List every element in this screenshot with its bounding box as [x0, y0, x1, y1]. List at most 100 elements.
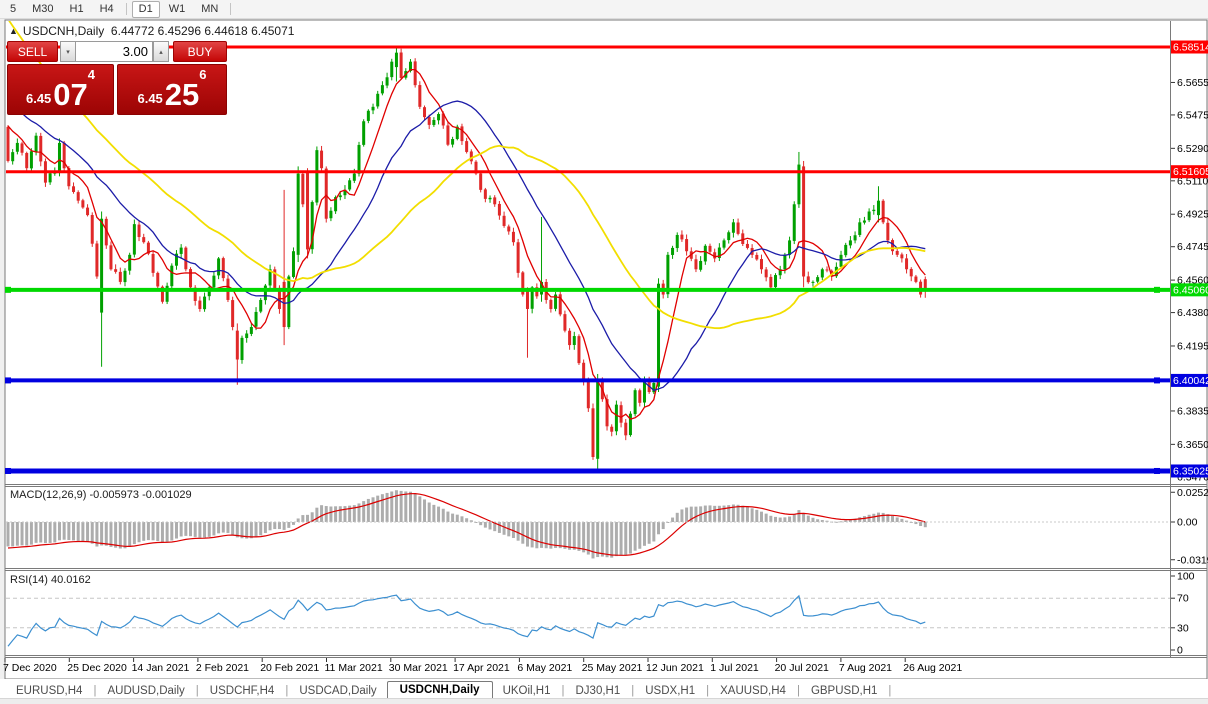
timeframe-w1[interactable]: W1	[168, 2, 186, 15]
macd-histogram-bar	[694, 506, 698, 522]
candle	[437, 114, 441, 121]
sell-price-display[interactable]: 6.45 07 4	[7, 64, 114, 115]
tab-gbpusd-h1[interactable]: GBPUSD,H1	[810, 684, 878, 697]
timeframe-h1[interactable]: H1	[69, 2, 84, 15]
tab-ukoil-h1[interactable]: UKOil,H1	[502, 684, 551, 697]
macd-histogram-bar	[563, 522, 567, 549]
macd-histogram-bar	[811, 517, 815, 522]
candle	[493, 197, 497, 205]
candle	[81, 200, 85, 208]
macd-histogram-bar	[366, 498, 370, 522]
macd-histogram-bar	[20, 522, 24, 546]
macd-histogram-bar	[376, 495, 380, 522]
candle	[263, 285, 267, 301]
candle	[507, 226, 511, 232]
macd-histogram-bar	[797, 510, 801, 522]
macd-histogram-bar	[540, 522, 544, 548]
timeframe-m30[interactable]: M30	[32, 2, 54, 15]
candle	[699, 260, 703, 270]
candle	[572, 336, 576, 345]
candle	[460, 126, 464, 142]
line-handle[interactable]	[1154, 467, 1160, 474]
candle	[624, 422, 628, 436]
candle	[516, 242, 520, 273]
sell-price-pips: 07	[53, 77, 88, 112]
volume-input[interactable]	[75, 41, 153, 62]
volume-increase-button[interactable]: ▴	[153, 41, 169, 62]
price-tick-label: 6.43800	[1177, 307, 1208, 319]
macd-histogram-bar	[151, 522, 155, 541]
macd-histogram-bar	[610, 522, 614, 558]
buy-button[interactable]: BUY	[173, 41, 227, 62]
volume-decrease-button[interactable]: ▾	[60, 41, 76, 62]
line-handle[interactable]	[1154, 286, 1160, 293]
macd-histogram-bar	[919, 522, 923, 527]
chevron-down-icon: ▾	[66, 48, 70, 56]
timeframe-5[interactable]: 5	[10, 2, 17, 15]
candle	[296, 173, 300, 255]
toolbar-separator	[230, 3, 232, 15]
candle	[249, 327, 253, 334]
macd-histogram-bar	[156, 522, 160, 542]
candle	[156, 272, 160, 287]
candle	[820, 269, 824, 278]
tab-usdcad-daily[interactable]: USDCAD,Daily	[299, 684, 377, 697]
collapse-panel-icon[interactable]: ▲	[9, 25, 18, 36]
timeframe-h4[interactable]: H4	[99, 2, 114, 15]
timeframe-d1[interactable]: D1	[131, 0, 160, 18]
tab-usdcnh-daily[interactable]: USDCNH,Daily	[386, 680, 493, 699]
candle	[446, 125, 450, 145]
candle	[797, 164, 801, 205]
candle	[469, 151, 473, 162]
candle	[48, 173, 52, 183]
candle	[282, 281, 286, 328]
macd-histogram-bar	[493, 522, 497, 532]
tab-separator: |	[93, 684, 97, 697]
price-level-badge	[1171, 165, 1208, 179]
macd-histogram-bar	[755, 509, 759, 522]
line-handle[interactable]	[1154, 377, 1160, 384]
candle	[291, 251, 295, 277]
macd-histogram-bar	[90, 522, 94, 544]
tab-audusd-daily[interactable]: AUDUSD,Daily	[107, 684, 185, 697]
macd-histogram-bar	[146, 522, 150, 541]
macd-histogram-bar	[554, 522, 558, 548]
macd-histogram-bar	[839, 521, 843, 523]
candle	[465, 141, 469, 152]
macd-histogram-bar	[825, 520, 829, 522]
macd-histogram-bar	[783, 517, 787, 522]
macd-histogram-bar	[240, 522, 244, 539]
timeframe-mn[interactable]: MN	[201, 2, 219, 15]
line-handle[interactable]	[5, 467, 11, 474]
candle	[287, 276, 291, 328]
macd-histogram-bar	[769, 515, 773, 522]
macd-histogram-bar	[465, 518, 469, 522]
line-handle[interactable]	[5, 377, 11, 384]
candle	[193, 287, 197, 301]
macd-histogram-bar	[488, 522, 492, 530]
buy-price-display[interactable]: 6.45 25 6	[117, 64, 227, 115]
candle	[380, 85, 384, 94]
macd-histogram-bar	[582, 522, 586, 553]
candle	[301, 173, 305, 205]
price-tick-label: 6.47450	[1177, 241, 1208, 253]
macd-histogram-bar	[624, 522, 628, 556]
macd-histogram-bar	[184, 522, 188, 536]
macd-histogram-bar	[722, 505, 726, 522]
tab-usdchf-h4[interactable]: USDCHF,H4	[209, 684, 275, 697]
candle	[755, 254, 759, 260]
macd-histogram-bar	[802, 512, 806, 522]
tab-eurusd-h4[interactable]: EURUSD,H4	[16, 684, 83, 697]
macd-histogram-bar	[652, 522, 656, 542]
sell-button[interactable]: SELL	[7, 41, 58, 62]
macd-histogram-bar	[67, 522, 71, 541]
candle	[783, 254, 787, 270]
status-strip	[0, 698, 1208, 704]
tab-dj30-h1[interactable]: DJ30,H1	[575, 684, 621, 697]
candle	[717, 247, 721, 259]
price-level-badge-label: 6.35025	[1173, 465, 1208, 477]
line-handle[interactable]	[5, 286, 11, 293]
tab-xauusd-h4[interactable]: XAUUSD,H4	[720, 684, 786, 697]
tab-usdx-h1[interactable]: USDX,H1	[645, 684, 696, 697]
